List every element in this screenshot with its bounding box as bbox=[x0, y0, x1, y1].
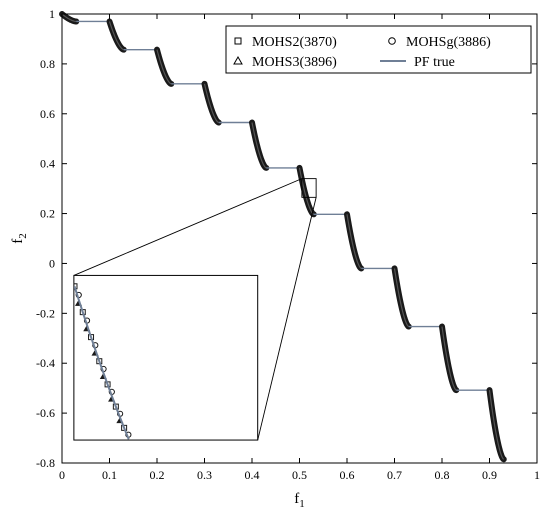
zoom-connector-line bbox=[257, 197, 317, 441]
zoom-region-box bbox=[301, 178, 317, 198]
zoom-connector-line bbox=[73, 178, 303, 276]
x-tick-label: 0 bbox=[59, 468, 65, 482]
y-tick-label: 0.8 bbox=[40, 57, 55, 71]
y-tick-label: 1 bbox=[49, 7, 55, 21]
y-tick-label: 0.6 bbox=[40, 107, 55, 121]
legend-label: MOHSg(3886) bbox=[406, 35, 491, 50]
y-axis-label-main: f bbox=[10, 239, 26, 244]
y-tick-label: 0 bbox=[49, 256, 55, 270]
pf-true-curve bbox=[61, 13, 77, 23]
legend-marker-circle bbox=[388, 37, 396, 45]
legend-marker-square bbox=[234, 37, 242, 45]
pf-marker-band bbox=[391, 265, 412, 330]
x-tick-label: 0.8 bbox=[435, 468, 450, 482]
pf-segment bbox=[486, 387, 507, 463]
y-tick-label: -0.4 bbox=[36, 356, 55, 370]
pf-segment bbox=[344, 211, 395, 272]
pf-marker-band bbox=[154, 46, 175, 87]
pf-marker-band bbox=[344, 211, 365, 272]
x-tick-label: 0.3 bbox=[197, 468, 212, 482]
y-tick-label: -0.8 bbox=[36, 456, 55, 470]
legend-entry: PF true bbox=[380, 55, 455, 70]
pf-segment bbox=[59, 11, 110, 25]
x-tick-label: 0.6 bbox=[340, 468, 355, 482]
legend-box bbox=[225, 25, 532, 74]
legend-label: MOHS2(3870) bbox=[252, 35, 337, 50]
y-axis-label: f2 bbox=[10, 233, 29, 244]
pf-marker-band bbox=[106, 18, 127, 53]
legend-label: PF true bbox=[414, 55, 455, 70]
pf-segment bbox=[154, 46, 205, 87]
pf-segment bbox=[439, 323, 490, 394]
y-axis-label-sub: 2 bbox=[17, 233, 29, 239]
x-tick-label: 0.5 bbox=[292, 468, 307, 482]
y-tick-label: 0.4 bbox=[40, 157, 55, 171]
inset-zoom-axes bbox=[73, 274, 259, 441]
pf-true-curve bbox=[488, 390, 505, 460]
legend-entry: MOHS2(3870) bbox=[234, 35, 337, 50]
x-tick-label: 0.7 bbox=[387, 468, 402, 482]
pf-segment bbox=[249, 119, 300, 171]
pf-segment bbox=[296, 164, 347, 218]
x-tick-label: 1 bbox=[534, 468, 540, 482]
pf-segment bbox=[391, 265, 442, 330]
pf-true-curve bbox=[441, 326, 457, 391]
pf-marker-band bbox=[201, 80, 222, 126]
pf-true-curve bbox=[393, 268, 410, 328]
pf-true-curve bbox=[251, 122, 267, 169]
x-tick-label: 0.2 bbox=[150, 468, 165, 482]
y-tick-label: -0.2 bbox=[36, 306, 55, 320]
legend-entry: MOHSg(3886) bbox=[388, 35, 491, 50]
pf-segment bbox=[201, 80, 252, 126]
pf-true-curve bbox=[346, 214, 362, 269]
pf-segment bbox=[106, 18, 157, 53]
pf-marker-band bbox=[439, 323, 460, 394]
x-axis-label-main: f bbox=[294, 491, 299, 507]
y-tick-label: -0.6 bbox=[36, 406, 55, 420]
inset-markers bbox=[73, 283, 132, 440]
x-axis-label-sub: 1 bbox=[299, 498, 305, 510]
pf-true-curve bbox=[108, 21, 124, 51]
x-axis-label: f1 bbox=[294, 491, 305, 510]
pf-true-curve bbox=[156, 49, 172, 85]
pf-marker-band bbox=[249, 119, 270, 171]
x-tick-label: 0.1 bbox=[102, 468, 117, 482]
legend-label: MOHS3(3896) bbox=[252, 55, 337, 70]
legend-marker-triangle bbox=[233, 55, 243, 65]
pf-marker-band bbox=[486, 387, 507, 463]
inset-pf-true-curve bbox=[73, 285, 130, 440]
y-tick-label: 0.2 bbox=[40, 207, 55, 221]
legend-entry: MOHS3(3896) bbox=[233, 55, 337, 70]
x-tick-label: 0.9 bbox=[482, 468, 497, 482]
pf-true-curve bbox=[203, 83, 219, 124]
x-tick-label: 0.4 bbox=[245, 468, 260, 482]
